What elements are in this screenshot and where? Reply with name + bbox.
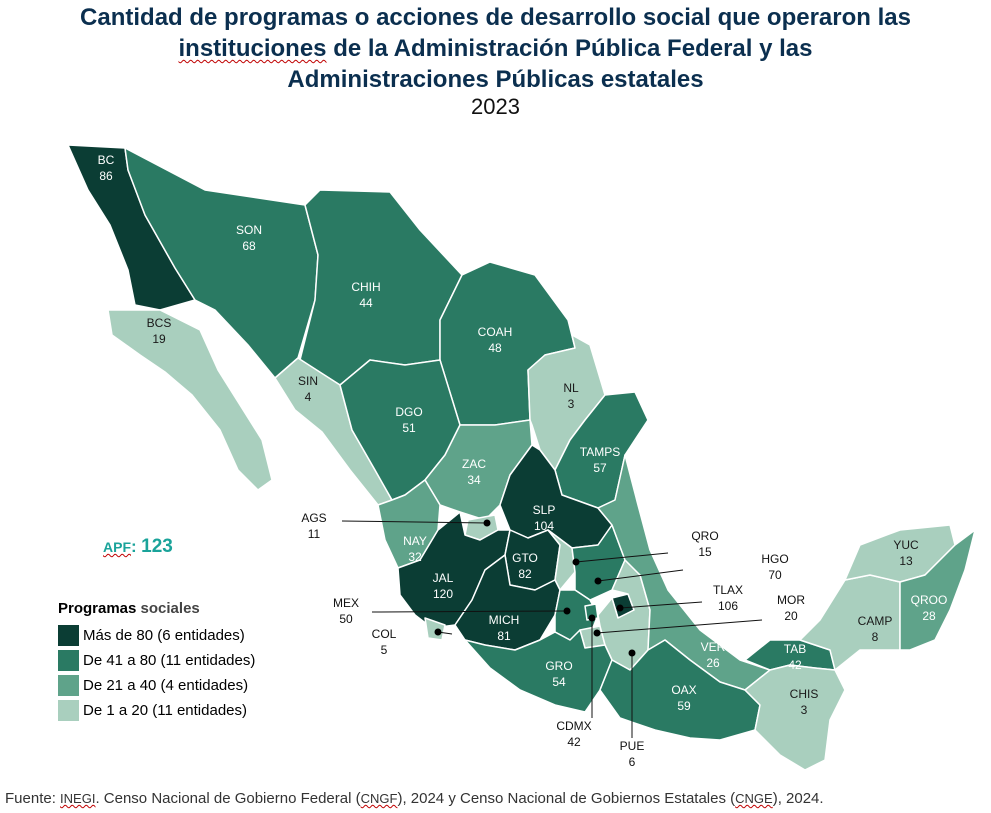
legend-item-label: Más de 80 (6 entidades)	[83, 627, 245, 644]
legend-item-label: De 41 a 80 (11 entidades)	[83, 652, 256, 669]
legend-item: De 41 a 80 (11 entidades)	[58, 648, 255, 673]
label-slp: SLP 104	[533, 503, 556, 533]
label-ags: AGS 11	[301, 511, 326, 541]
leader-lines	[341, 520, 763, 738]
label-nay: NAY 32	[403, 534, 427, 564]
legend-item: De 21 a 40 (4 entidades)	[58, 673, 255, 698]
title-underlined-word: instituciones	[178, 35, 327, 62]
label-cdmx: CDMX 42	[556, 719, 591, 749]
label-mor: MOR 20	[777, 593, 805, 623]
label-son: SON 68	[236, 223, 262, 253]
source-cngf: CNGF	[360, 791, 398, 806]
source-prefix: Fuente:	[5, 790, 61, 807]
label-mich: MICH 81	[489, 613, 520, 643]
label-col: COL 5	[372, 627, 397, 657]
label-tamps: TAMPS 57	[580, 445, 620, 475]
map-title: Cantidad de programas o acciones de desa…	[0, 2, 991, 95]
label-oax: OAX 59	[671, 683, 696, 713]
state-chih	[299, 189, 463, 386]
title-line-2: instituciones de la Administración Públi…	[0, 33, 991, 64]
state-qroo	[899, 529, 976, 651]
state-gro	[464, 629, 613, 713]
label-nl: NL 3	[563, 381, 579, 411]
state-nay	[377, 479, 441, 569]
legend-title: Programas sociales	[58, 600, 255, 617]
label-gto: GTO 82	[512, 551, 538, 581]
source-part1: . Censo Nacional de Gobierno Federal (	[95, 790, 361, 807]
apf-total: APF: 123	[103, 536, 173, 558]
legend-swatch	[58, 675, 79, 696]
label-hgo: HGO 70	[761, 552, 788, 582]
label-tab: TAB 42	[784, 642, 806, 672]
title-line-3: Administraciones Públicas estatales	[287, 66, 704, 93]
apf-label: APF	[103, 539, 131, 555]
label-qro: QRO 15	[691, 529, 718, 559]
apf-colon: :	[131, 537, 137, 556]
apf-value: 123	[141, 536, 173, 557]
legend-swatch	[58, 650, 79, 671]
label-tlax: TLAX 106	[713, 583, 743, 613]
label-bc: BC 86	[98, 153, 115, 183]
label-qroo: QROO 28	[911, 593, 948, 623]
label-ver: VER 26	[701, 640, 726, 670]
map-year: 2023	[471, 94, 520, 119]
legend-item-label: De 1 a 20 (11 entidades)	[83, 702, 247, 719]
label-chis: CHIS 3	[790, 687, 819, 717]
label-zac: ZAC 34	[462, 457, 486, 487]
state-bcs	[107, 309, 273, 491]
legend-swatch	[58, 700, 79, 721]
title-line-2-rest: de la Administración Pública Federal y l…	[326, 35, 813, 62]
source-note: Fuente: INEGI. Censo Nacional de Gobiern…	[5, 790, 824, 807]
label-dgo: DGO 51	[395, 405, 422, 435]
legend: Programas sociales Más de 80 (6 entidade…	[58, 600, 255, 723]
state-chis	[744, 664, 846, 771]
label-coah: COAH 48	[478, 325, 513, 355]
label-bcs: BCS 19	[147, 316, 172, 346]
source-cnge: CNGE	[735, 791, 773, 806]
source-part2: ), 2024 y Censo Nacional de Gobiernos Es…	[397, 790, 736, 807]
outside-labels: AGS 11 MEX 50 COL 5 QRO 15 HGO 70 TLAX 106 MOR…	[301, 511, 805, 769]
label-yuc: YUC 13	[893, 538, 919, 568]
legend-swatch	[58, 625, 79, 646]
label-sin: SIN 4	[298, 374, 318, 404]
legend-item-label: De 21 a 40 (4 entidades)	[83, 677, 249, 694]
label-mex: MEX 50	[333, 596, 359, 626]
label-jal: JAL 120	[433, 571, 454, 601]
title-line-1: Cantidad de programas o acciones de desa…	[80, 4, 911, 31]
legend-title-b: sociales	[136, 600, 200, 617]
label-gro: GRO 54	[545, 659, 572, 689]
legend-title-a: Programas	[58, 600, 137, 617]
legend-item: Más de 80 (6 entidades)	[58, 623, 255, 648]
label-camp: CAMP 8	[858, 614, 893, 644]
source-part3: ), 2024.	[772, 790, 824, 807]
legend-item: De 1 a 20 (11 entidades)	[58, 698, 255, 723]
state-labels: BC 86 SON 68 CHIH 44 COAH 48 BCS 19 SIN 4 DGO 5…	[98, 153, 948, 717]
label-pue: PUE 6	[620, 739, 645, 769]
source-inegi: INEGI	[60, 791, 96, 806]
leader-dots	[434, 519, 636, 657]
label-chih: CHIH 44	[351, 280, 380, 310]
